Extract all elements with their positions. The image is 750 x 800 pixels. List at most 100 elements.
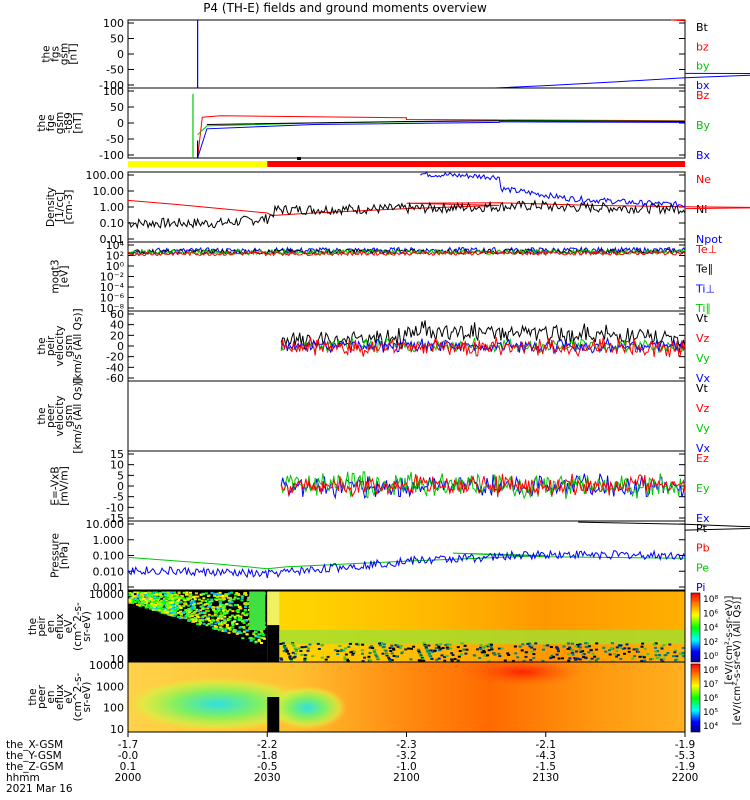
heatmap-cell [167, 602, 171, 605]
y-axis-label: thepeirvelocitygsm[km/s (All Qs)] [36, 308, 84, 383]
heatmap-cell [223, 612, 227, 615]
heatmap-cell [155, 597, 159, 600]
heatmap-cell [445, 654, 449, 657]
orbit-row-label: the_X-GSM [6, 739, 63, 751]
heatmap-cell [613, 653, 617, 655]
heatmap-cell [555, 653, 559, 656]
heatmap-cell [532, 656, 536, 659]
heatmap-cell [155, 591, 158, 594]
heatmap-cell [351, 653, 355, 656]
heatmap-cell [484, 653, 488, 656]
heatmap-cell [246, 629, 250, 632]
orbit-value: -1.7 [118, 739, 139, 751]
heatmap-cell [193, 605, 197, 608]
orbit-value: 2000 [115, 772, 142, 784]
heatmap-cell [144, 592, 148, 595]
heatmap-cell [201, 615, 205, 618]
heatmap-cell [464, 652, 468, 655]
heatmap-cell [392, 647, 395, 650]
heatmap-cell [176, 600, 180, 603]
y-tick-label: -20 [106, 351, 124, 364]
heatmap-cell [608, 649, 611, 652]
heatmap-cell [576, 645, 580, 648]
heatmap-cell [534, 642, 538, 645]
heatmap-cell [627, 647, 631, 650]
heatmap-cell [578, 658, 582, 661]
heatmap-cell [187, 604, 191, 607]
heatmap-cell [217, 628, 221, 631]
y-tick-label: 0.01 [100, 233, 125, 246]
heatmap-cell [367, 655, 371, 658]
colorbar [690, 663, 701, 733]
heatmap-cell [431, 650, 435, 653]
legend-entry: Te⊥ [695, 243, 717, 256]
heatmap-cell [227, 631, 231, 634]
heatmap-cell [396, 645, 400, 648]
heatmap-cell [220, 623, 224, 626]
heatmap-cell [244, 606, 247, 609]
heatmap-cell [619, 657, 623, 660]
heatmap-cell [346, 658, 349, 661]
heatmap-cell [166, 604, 170, 607]
heatmap-cell [183, 616, 187, 619]
heatmap-cell [172, 611, 176, 614]
heatmap-cell [210, 621, 214, 624]
heatmap-cell [242, 627, 246, 630]
figure-title: P4 (TH-E) fields and ground moments over… [203, 1, 487, 15]
heatmap-cell [198, 612, 202, 615]
heatmap-cell [569, 648, 572, 651]
heatmap-cell [165, 611, 169, 614]
heatmap-cell [159, 605, 163, 608]
heatmap-cell [168, 592, 172, 595]
colorbar-tick-label: 10⁷ [703, 680, 718, 690]
heatmap-cell [185, 609, 189, 612]
series-line [127, 549, 686, 579]
heatmap-cell [206, 606, 210, 609]
heatmap-cell [351, 650, 355, 653]
y-tick-label: 0 [117, 340, 124, 353]
heatmap-cell [208, 619, 212, 622]
heatmap-cell [137, 604, 141, 607]
heatmap-cell [244, 619, 248, 622]
heatmap-cell [242, 622, 246, 624]
heatmap-cell [174, 613, 178, 616]
heatmap-cell [154, 599, 158, 602]
colorbar-tick-label: 10⁸ [703, 666, 718, 676]
series-line [280, 471, 686, 500]
heatmap-cell [521, 643, 525, 646]
heatmap-cell [140, 599, 144, 602]
heatmap-cell [426, 650, 430, 653]
heatmap-cell [349, 651, 353, 654]
heatmap-cell [239, 615, 243, 618]
heatmap-cell [176, 607, 180, 610]
orbit-value: -2.2 [257, 739, 278, 751]
heatmap-cell [595, 648, 598, 651]
heatmap-cell [579, 650, 583, 653]
legend-entry: Ex [696, 512, 710, 525]
heatmap-cell [390, 659, 394, 662]
heatmap-cell [582, 656, 586, 659]
heatmap-cell [621, 648, 625, 650]
heatmap-cell [135, 603, 139, 606]
heatmap-cell [176, 611, 180, 614]
heatmap-cell [387, 656, 391, 659]
heatmap-cell [201, 607, 205, 610]
heatmap-cell [149, 604, 153, 607]
heatmap-cell [223, 622, 227, 625]
heatmap-cell [161, 610, 165, 612]
heatmap-cell [348, 642, 352, 645]
heatmap-cell [378, 642, 381, 645]
heatmap-cell [217, 622, 221, 625]
heatmap-cell [171, 607, 175, 610]
heatmap-cell [388, 658, 392, 661]
heatmap-cell [215, 625, 219, 628]
heatmap-cell [260, 633, 264, 636]
heatmap-cell [152, 606, 156, 609]
heatmap-cell [225, 623, 229, 626]
heatmap-cell [437, 657, 441, 660]
heatmap-cell [594, 659, 598, 662]
heatmap-cell [207, 613, 211, 616]
heatmap-cell [578, 649, 582, 652]
